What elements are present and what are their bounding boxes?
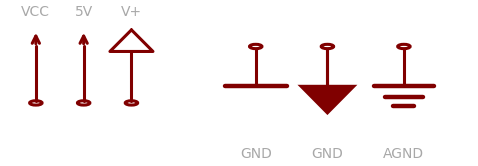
Text: GND: GND: [312, 147, 343, 161]
Text: GND: GND: [240, 147, 272, 161]
Text: VCC: VCC: [22, 5, 50, 19]
Text: AGND: AGND: [383, 147, 424, 161]
Text: V+: V+: [121, 5, 142, 19]
Polygon shape: [301, 86, 354, 113]
Text: 5V: 5V: [75, 5, 93, 19]
